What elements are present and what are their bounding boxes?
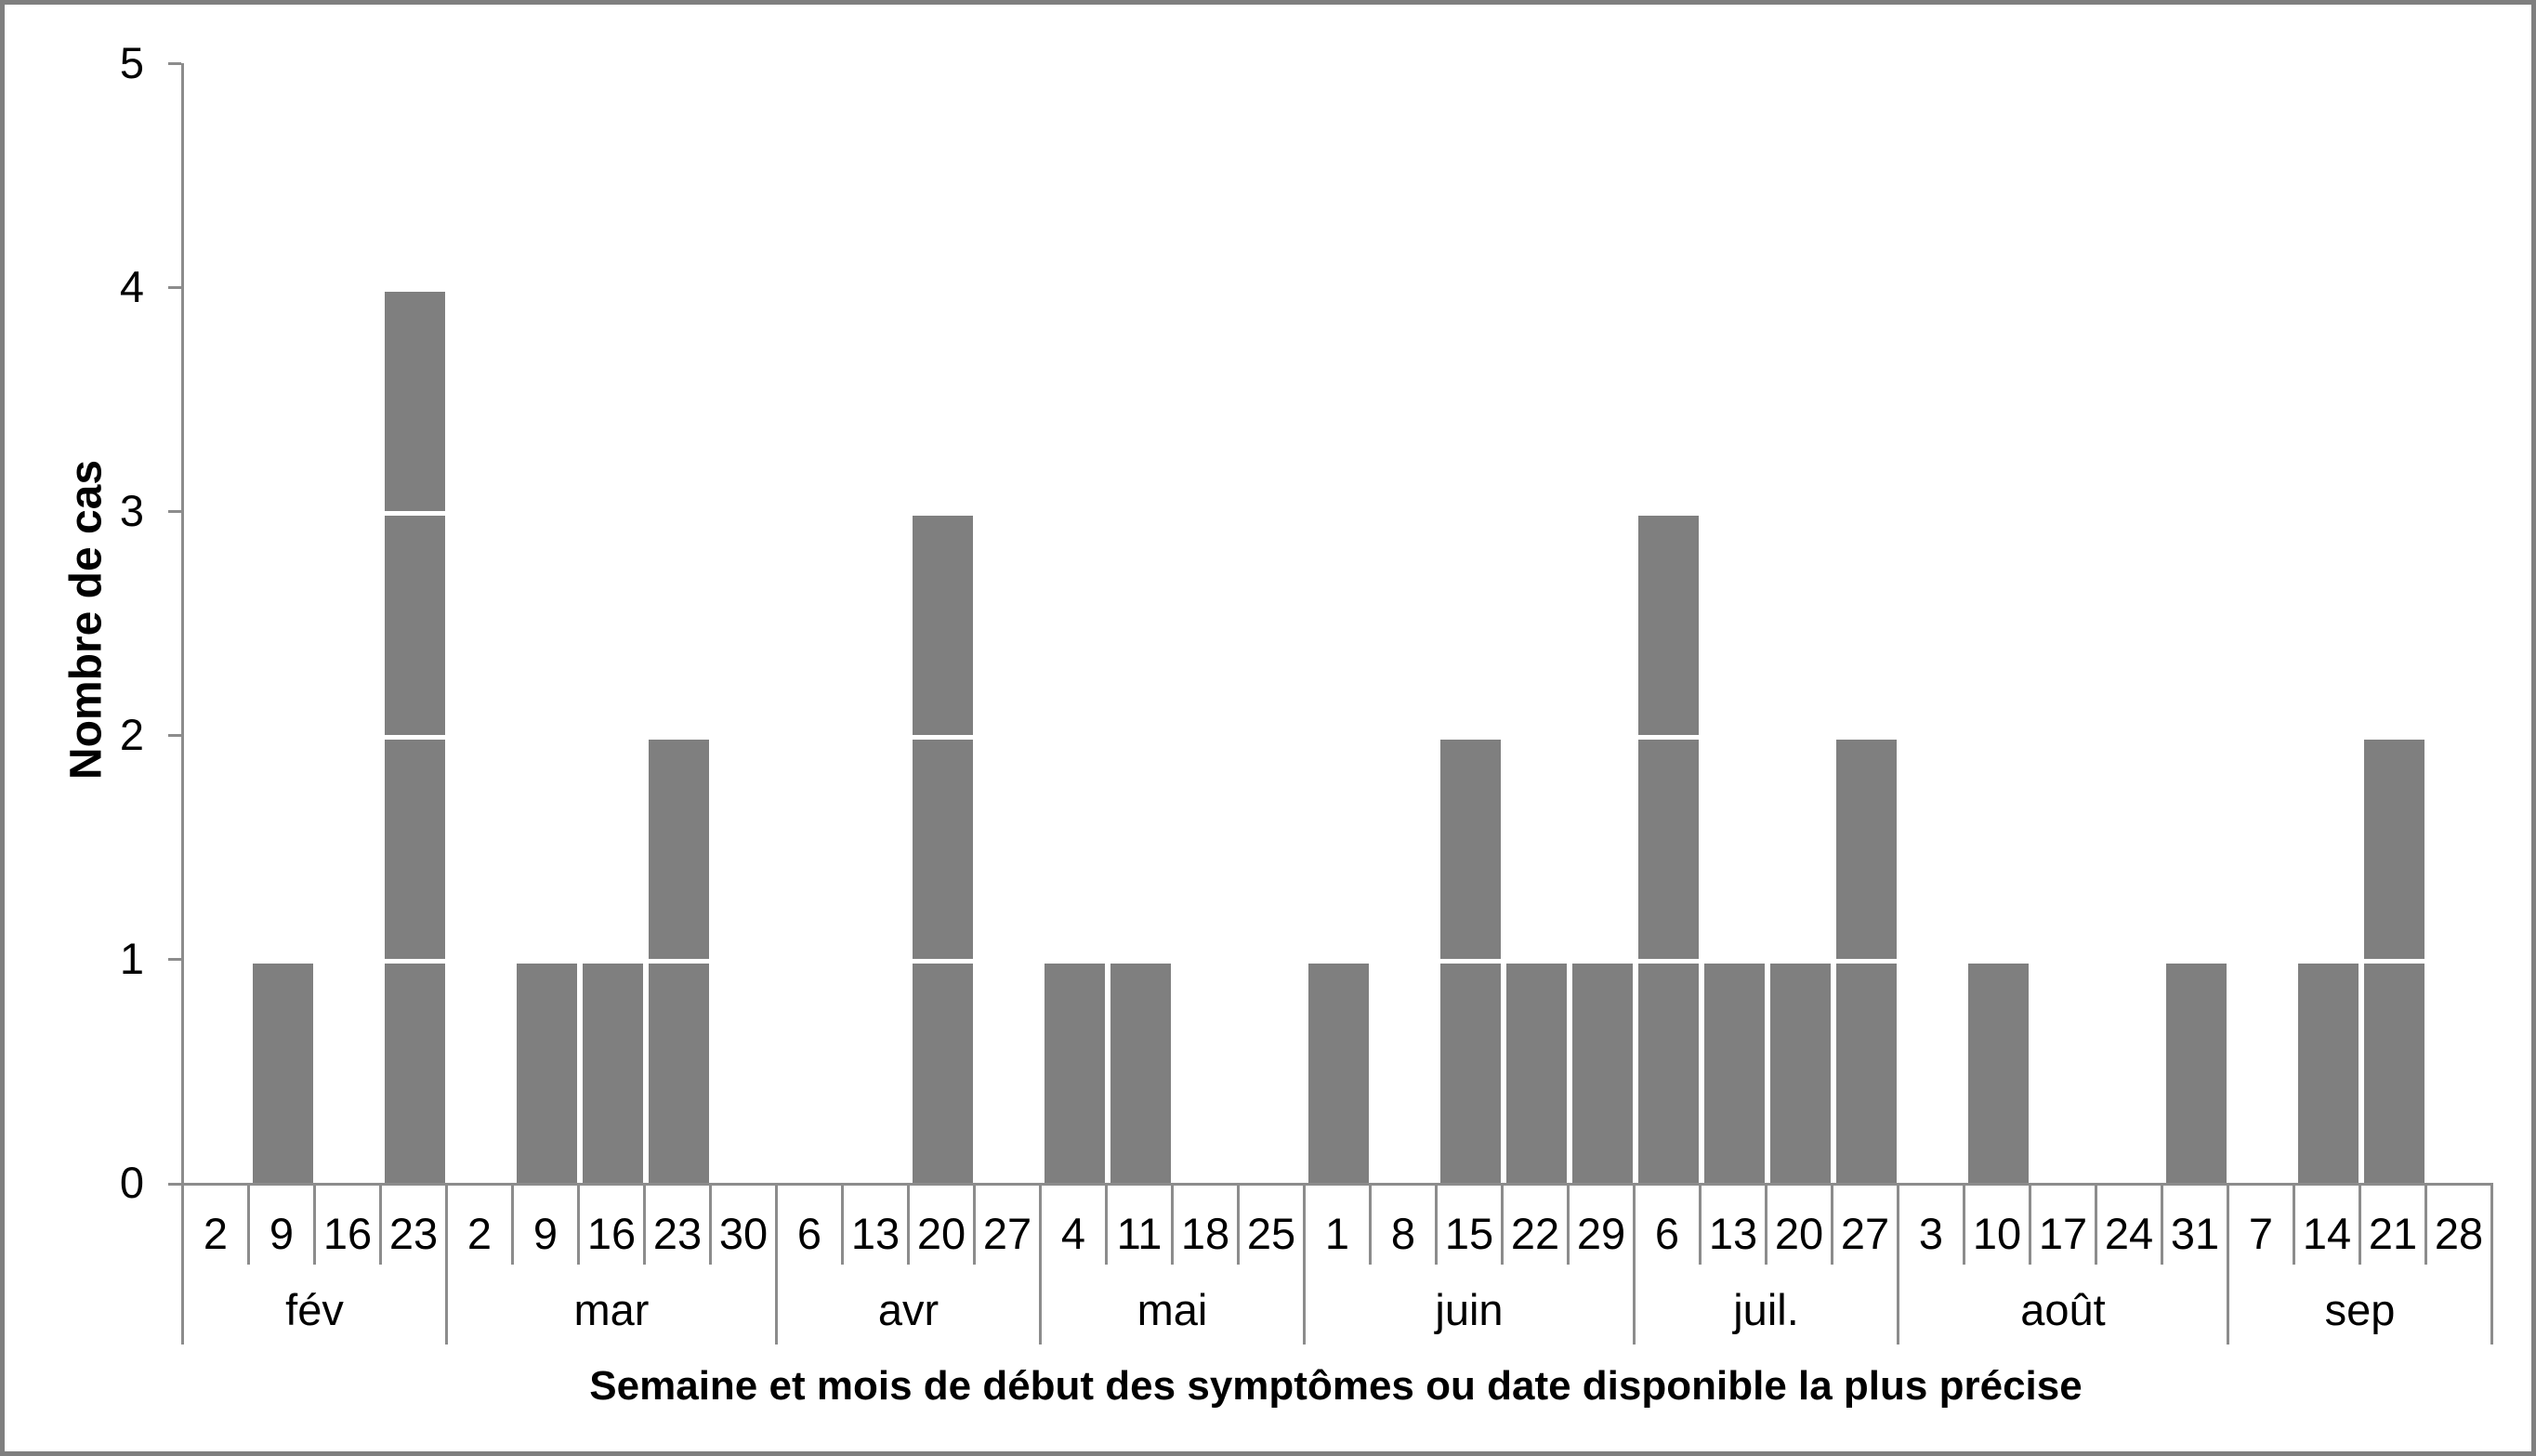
week-label: 22 [1501,1186,1567,1265]
week-label: 3 [1897,1186,1963,1265]
week-label: 16 [577,1186,643,1265]
week-label: 23 [643,1186,709,1265]
week-label: 13 [841,1186,907,1265]
week-label: 28 [2424,1186,2490,1265]
week-label: 17 [2029,1186,2095,1265]
month-label-juil: juil. [1633,1265,1897,1345]
x-axis-week-labels: 2 9 16 23 2 9 16 23 30 6 13 20 27 4 11 18 25 1 8 15 22 29 6 13 2… [181,1186,2493,1265]
week-label: 6 [1633,1186,1699,1265]
bar-mai-4 [1045,964,1105,1183]
x-axis-month-labels: fév mar avr mai juin juil. août sep [181,1265,2493,1345]
week-label: 10 [1963,1186,2029,1265]
bar-juin-15 [1440,740,1501,1183]
week-label: 9 [511,1186,577,1265]
y-tick-label: 4 [119,262,144,311]
bar-mar-23 [649,740,709,1183]
week-label: 13 [1699,1186,1765,1265]
week-label: 29 [1567,1186,1633,1265]
y-axis-tick [168,510,181,513]
y-axis-tick [168,958,181,961]
y-axis-tick [168,1183,181,1186]
bar-sep-14 [2298,964,2359,1183]
month-label-mar: mar [445,1265,775,1345]
week-label: 9 [247,1186,313,1265]
week-label: 21 [2359,1186,2424,1265]
week-label: 27 [973,1186,1039,1265]
week-label: 11 [1105,1186,1171,1265]
plot-area [168,62,2493,1186]
bar-fév-23 [385,292,445,1183]
bar-juin-22 [1506,964,1567,1183]
week-label: 16 [313,1186,379,1265]
bar-mai-11 [1110,964,1171,1183]
month-label-août: août [1897,1265,2227,1345]
week-label: 25 [1237,1186,1303,1265]
week-label: 27 [1831,1186,1897,1265]
week-label: 20 [1765,1186,1831,1265]
y-tick-label: 1 [119,934,144,983]
y-tick-label: 3 [119,486,144,535]
bar-juin-1 [1308,964,1369,1183]
week-label: 30 [709,1186,775,1265]
bar-juil-20 [1770,964,1831,1183]
week-label: 23 [379,1186,445,1265]
month-label-juin: juin [1303,1265,1633,1345]
week-label: 24 [2095,1186,2161,1265]
bar-juil-6 [1638,516,1699,1183]
y-tick-label: 0 [119,1158,144,1207]
week-label: 8 [1369,1186,1435,1265]
bar-août-10 [1968,964,2029,1183]
week-label: 2 [181,1186,247,1265]
month-label-mai: mai [1039,1265,1303,1345]
week-label: 4 [1039,1186,1105,1265]
bar-sep-21 [2364,740,2424,1183]
y-axis-tick [168,62,181,65]
y-axis-tick [168,734,181,737]
week-label: 1 [1303,1186,1369,1265]
week-label: 7 [2227,1186,2293,1265]
bar-mar-16 [583,964,643,1183]
y-axis-tick [168,286,181,289]
bar-fév-9 [253,964,313,1183]
bar-juin-29 [1572,964,1633,1183]
week-label: 6 [775,1186,841,1265]
week-label: 20 [907,1186,973,1265]
x-axis-title: Semaine et mois de début des symptômes o… [589,1363,2083,1409]
bar-mar-9 [517,964,577,1183]
y-tick-label: 2 [119,710,144,759]
week-label: 15 [1435,1186,1501,1265]
bar-août-31 [2166,964,2227,1183]
month-label-sep: sep [2227,1265,2490,1345]
month-label-avr: avr [775,1265,1039,1345]
week-label: 14 [2293,1186,2359,1265]
bar-juil-13 [1704,964,1765,1183]
bar-juil-27 [1836,740,1897,1183]
y-tick-label: 5 [119,38,144,87]
month-label-fév: fév [181,1265,445,1345]
week-label: 18 [1171,1186,1237,1265]
week-label: 31 [2161,1186,2227,1265]
week-label: 2 [445,1186,511,1265]
bar-avr-20 [913,516,973,1183]
